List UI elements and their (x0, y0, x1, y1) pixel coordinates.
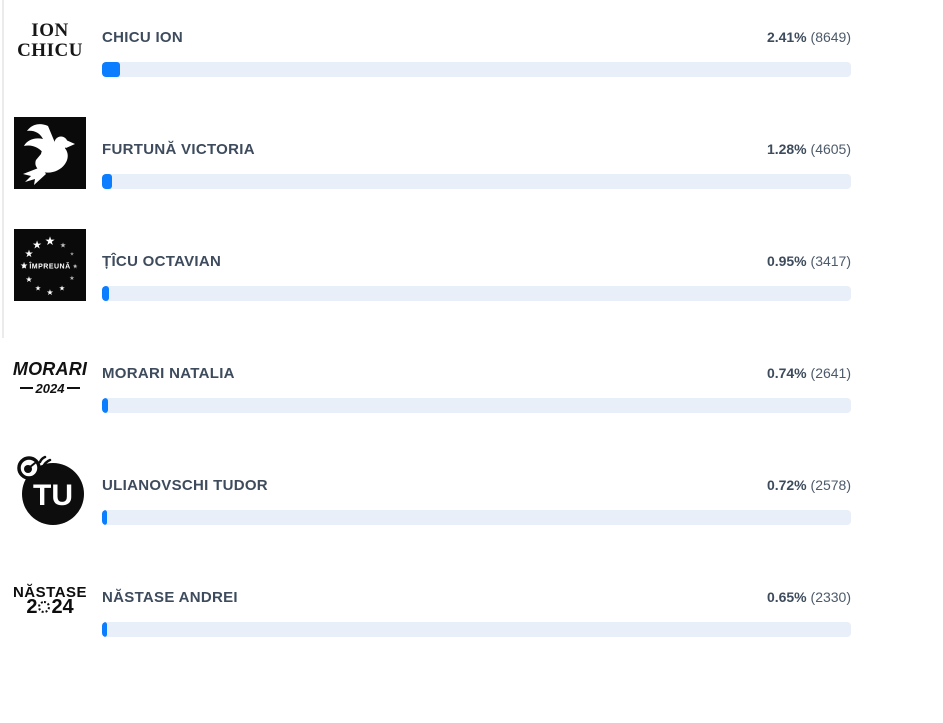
candidate-percent: 2.41% (766, 29, 807, 45)
candidate-logo-morari: MORARI 2024 (13, 341, 87, 413)
candidate-result: MORARI NATALIA 0.74% (2641) (102, 363, 851, 413)
result-bar-fill (102, 398, 108, 413)
logo-text-line2-suffix: 24 (51, 596, 74, 618)
candidate-result-value: 0.65% (2330) (767, 587, 851, 607)
candidate-result: ȚÎCU OCTAVIAN 0.95% (3417) (102, 251, 851, 301)
candidate-logo-chicu: ION CHICU (14, 5, 86, 77)
logo-text-line1: ION (31, 20, 69, 41)
result-bar-fill (102, 622, 107, 637)
candidate-votes: (2578) (810, 477, 851, 493)
candidate-row: TU ULIANOVSCHI TUDOR 0.72% (2578) (14, 453, 851, 525)
candidate-votes: (2330) (810, 589, 851, 605)
candidate-name: CHICU ION (102, 29, 184, 46)
candidate-result-value: 1.28% (4605) (767, 139, 851, 159)
candidate-row: ION CHICU CHICU ION 2.41% (8649) (14, 5, 851, 77)
star-circle-zero-icon (38, 601, 51, 613)
result-bar-fill (102, 62, 121, 77)
election-results-list: ION CHICU CHICU ION 2.41% (8649) (0, 0, 943, 637)
ion-chicu-logo: ION CHICU (17, 21, 83, 61)
stars-circle-icon: ★ ★ ★ ★ ★ ★ ★ ★ ★ ★ ★ ★ ★ ÎMPREUNĂ ★ (14, 229, 86, 301)
candidate-row: FURTUNĂ VICTORIA 1.28% (4605) (14, 117, 851, 189)
candidate-name: NĂSTASE ANDREI (102, 589, 238, 606)
candidate-votes: (8649) (810, 29, 851, 45)
impreuna-label-wrap: ★ ÎMPREUNĂ ★ (21, 263, 79, 271)
candidate-result-value: 0.72% (2578) (767, 475, 851, 495)
candidate-percent: 0.74% (766, 365, 807, 381)
candidate-result: NĂSTASE ANDREI 0.65% (2330) (102, 587, 851, 637)
logo-text-line2: CHICU (17, 40, 83, 61)
nastase-2024-logo: NĂSTASE 2 24 (13, 585, 87, 617)
result-bar-fill (102, 286, 110, 301)
candidate-logo-furtuna (14, 117, 86, 189)
candidate-row: NĂSTASE 2 24 NĂSTASE ANDREI 0.65% (2330) (13, 565, 851, 637)
result-bar-track (102, 398, 851, 413)
impreuna-label: ÎMPREUNĂ (29, 263, 71, 271)
candidate-percent: 1.28% (766, 141, 807, 157)
candidate-result: ULIANOVSCHI TUDOR 0.72% (2578) (102, 475, 851, 525)
tu-circle-icon: TU (14, 453, 86, 525)
result-bar-fill (102, 510, 108, 525)
candidate-name: ULIANOVSCHI TUDOR (102, 477, 268, 494)
candidate-percent: 0.65% (766, 589, 807, 605)
tu-logo-label: TU (33, 479, 73, 512)
candidate-logo-nastase: NĂSTASE 2 24 (13, 565, 87, 637)
result-bar-track (102, 510, 851, 525)
logo-text-line2: 2024 (35, 380, 65, 396)
candidate-result-value: 0.74% (2641) (767, 363, 851, 383)
candidate-name: FURTUNĂ VICTORIA (102, 141, 255, 158)
candidate-result: FURTUNĂ VICTORIA 1.28% (4605) (102, 139, 851, 189)
candidate-result: CHICU ION 2.41% (8649) (102, 27, 851, 77)
logo-text-line2-prefix: 2 (26, 596, 38, 618)
candidate-row: ★ ★ ★ ★ ★ ★ ★ ★ ★ ★ ★ ★ ★ ÎMPREUNĂ ★ ȚÎCU … (14, 229, 851, 301)
candidate-votes: (4605) (810, 141, 851, 157)
result-bar-track (102, 286, 851, 301)
candidate-result-value: 0.95% (3417) (767, 251, 851, 271)
candidate-logo-ticu: ★ ★ ★ ★ ★ ★ ★ ★ ★ ★ ★ ★ ★ ÎMPREUNĂ ★ (14, 229, 86, 301)
logo-text-line1: NĂSTASE (12, 584, 88, 601)
candidate-name: MORARI NATALIA (102, 365, 235, 382)
result-bar-track (102, 174, 851, 189)
candidate-votes: (3417) (810, 253, 851, 269)
dove-icon (14, 117, 86, 189)
candidate-percent: 0.72% (766, 477, 807, 493)
candidate-row: MORARI 2024 MORARI NATALIA 0.74% (2641) (13, 341, 851, 413)
logo-text-line1: MORARI (12, 358, 88, 379)
result-bar-fill (102, 174, 112, 189)
result-bar-track (102, 622, 851, 637)
candidate-votes: (2641) (810, 365, 851, 381)
morari-2024-logo: MORARI 2024 (13, 359, 87, 396)
result-bar-track (102, 62, 851, 77)
candidate-name: ȚÎCU OCTAVIAN (102, 253, 222, 270)
candidate-logo-ulianovschi: TU (14, 453, 86, 525)
candidate-percent: 0.95% (766, 253, 807, 269)
candidate-result-value: 2.41% (8649) (767, 27, 851, 47)
page-left-border (2, 0, 4, 338)
